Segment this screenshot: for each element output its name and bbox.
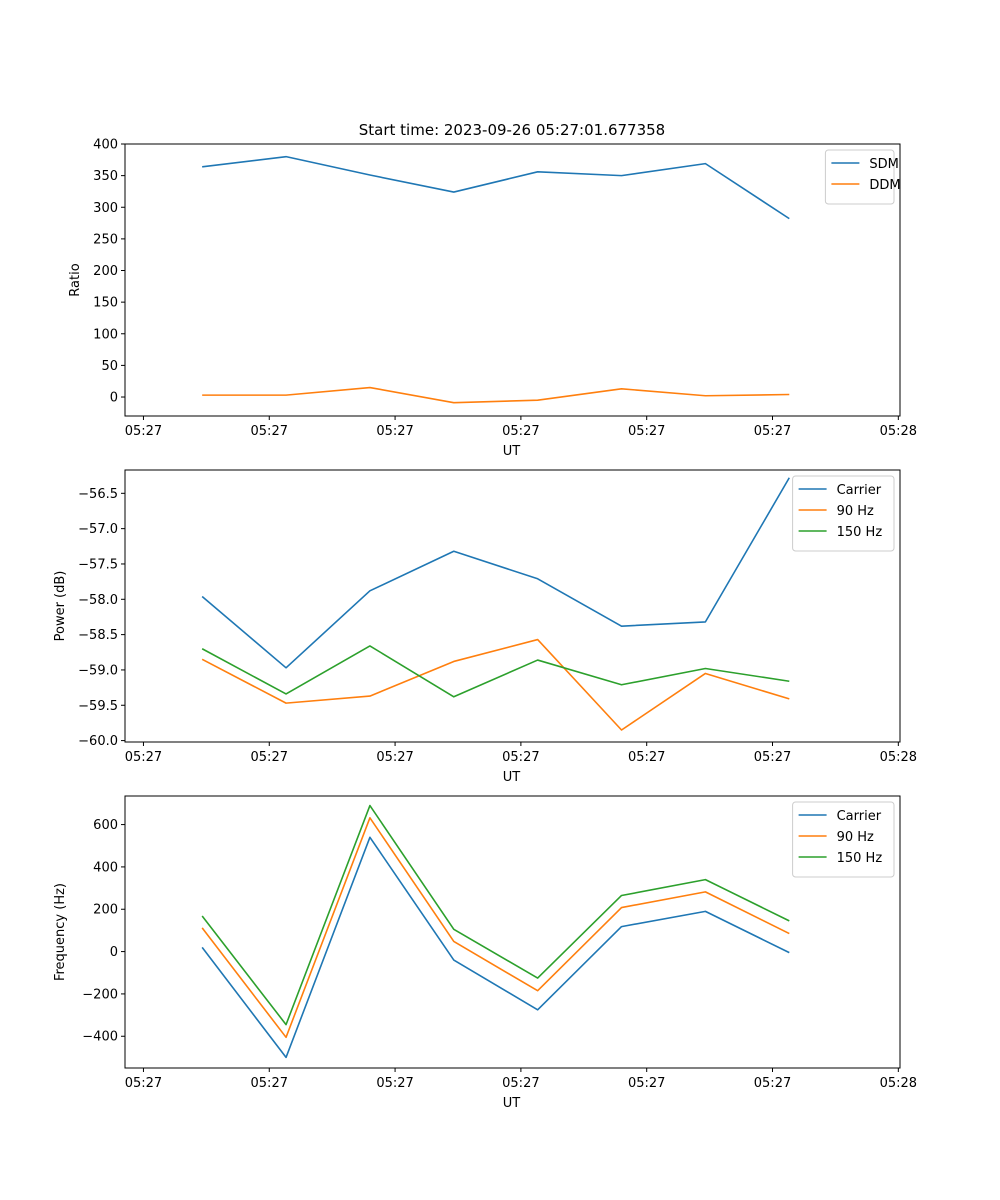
x-axis-label: UT [503, 444, 521, 459]
axes-frame [124, 143, 901, 417]
panel-1: 0 50 100 150 200 250 300 350 400 05:27 05:27 05:27 0… [68, 138, 917, 460]
y-tick-label: 0 [110, 945, 118, 960]
x-tick-label: 05:27 [376, 1076, 413, 1091]
legend-label: 150 Hz [837, 525, 883, 540]
x-tick-label: 05:27 [125, 424, 162, 439]
x-tick-label: 05:27 [502, 424, 539, 439]
x-axis-label: UT [503, 770, 521, 785]
legend: Carrier 90 Hz 150 Hz [792, 475, 895, 552]
y-axis-label: Ratio [68, 263, 83, 296]
series-line-carrier [201, 477, 790, 669]
x-tick-label: 05:27 [754, 1076, 791, 1091]
axes-frame [124, 795, 901, 1069]
x-tick-label: 05:27 [754, 750, 791, 765]
y-tick-label: −200 [82, 987, 118, 1002]
series-line-150-hz [201, 804, 790, 1026]
x-tick-label: 05:27 [754, 424, 791, 439]
y-tick-label: 300 [93, 201, 118, 216]
y-tick-label: 250 [93, 232, 118, 247]
series-line-ddm [202, 386, 790, 404]
y-tick-label: −57.5 [78, 557, 118, 572]
panel-3: −400 −200 0 200 400 600 05:27 05:27 05:27 05:27 05… [53, 795, 917, 1111]
x-tick-label: 05:28 [880, 1076, 917, 1091]
y-tick-label: 350 [93, 169, 118, 184]
legend-box [792, 801, 895, 878]
figure-title: Start time: 2023-09-26 05:27:01.677358 [359, 121, 665, 139]
x-tick-label: 05:28 [880, 750, 917, 765]
x-axis-label: UT [503, 1096, 521, 1111]
x-tick-label: 05:27 [376, 424, 413, 439]
y-tick-label: 150 [93, 296, 118, 311]
x-tick-label: 05:27 [125, 1076, 162, 1091]
legend: SDM DDM [824, 149, 901, 205]
x-tick-label: 05:27 [502, 1076, 539, 1091]
x-tick-label: 05:27 [125, 750, 162, 765]
y-tick-label: 0 [110, 391, 118, 406]
legend-label: Carrier [837, 483, 882, 498]
y-tick-label: −60.0 [78, 734, 118, 749]
legend-label: 90 Hz [837, 830, 874, 845]
y-tick-label: −58.5 [78, 628, 118, 643]
y-tick-label: −57.0 [78, 522, 118, 537]
series-line-90-hz [201, 638, 790, 731]
y-tick-label: 400 [93, 138, 118, 153]
x-tick-label: 05:27 [628, 1076, 665, 1091]
x-tick-label: 05:28 [880, 424, 917, 439]
y-axis-label: Power (dB) [53, 571, 68, 642]
legend-label: 90 Hz [837, 504, 874, 519]
legend: Carrier 90 Hz 150 Hz [792, 801, 895, 878]
y-tick-label: 100 [93, 327, 118, 342]
x-tick-label: 05:27 [251, 1076, 288, 1091]
panels: 0 50 100 150 200 250 300 350 400 05:27 05:27 05:27 0… [53, 138, 917, 1112]
legend-label: 150 Hz [837, 851, 883, 866]
x-tick-label: 05:27 [251, 750, 288, 765]
x-tick-label: 05:27 [502, 750, 539, 765]
series-line-150-hz [201, 645, 790, 698]
series-line-90-hz [201, 816, 790, 1039]
legend-label: SDM [869, 157, 898, 172]
x-tick-label: 05:27 [251, 424, 288, 439]
y-tick-label: −400 [82, 1030, 118, 1045]
legend-box [792, 475, 895, 552]
y-tick-label: 400 [93, 860, 118, 875]
y-axis-label: Frequency (Hz) [53, 883, 68, 981]
x-tick-label: 05:27 [376, 750, 413, 765]
series-line-carrier [201, 836, 790, 1059]
y-tick-label: −56.5 [78, 487, 118, 502]
x-tick-label: 05:27 [628, 424, 665, 439]
y-tick-label: −58.0 [78, 593, 118, 608]
y-tick-label: 600 [93, 818, 118, 833]
y-tick-label: −59.5 [78, 699, 118, 714]
y-tick-label: 50 [101, 359, 118, 374]
legend-label: Carrier [837, 809, 882, 824]
y-tick-label: 200 [93, 903, 118, 918]
y-tick-label: −59.0 [78, 663, 118, 678]
panel-2: −60.0 −59.5 −59.0 −58.5 −58.0 −57.5 −57.0 −56.5… [53, 469, 917, 785]
y-tick-label: 200 [93, 264, 118, 279]
x-tick-label: 05:27 [628, 750, 665, 765]
series-line-sdm [202, 155, 790, 220]
legend-label: DDM [869, 178, 900, 193]
axes-frame [124, 469, 901, 743]
